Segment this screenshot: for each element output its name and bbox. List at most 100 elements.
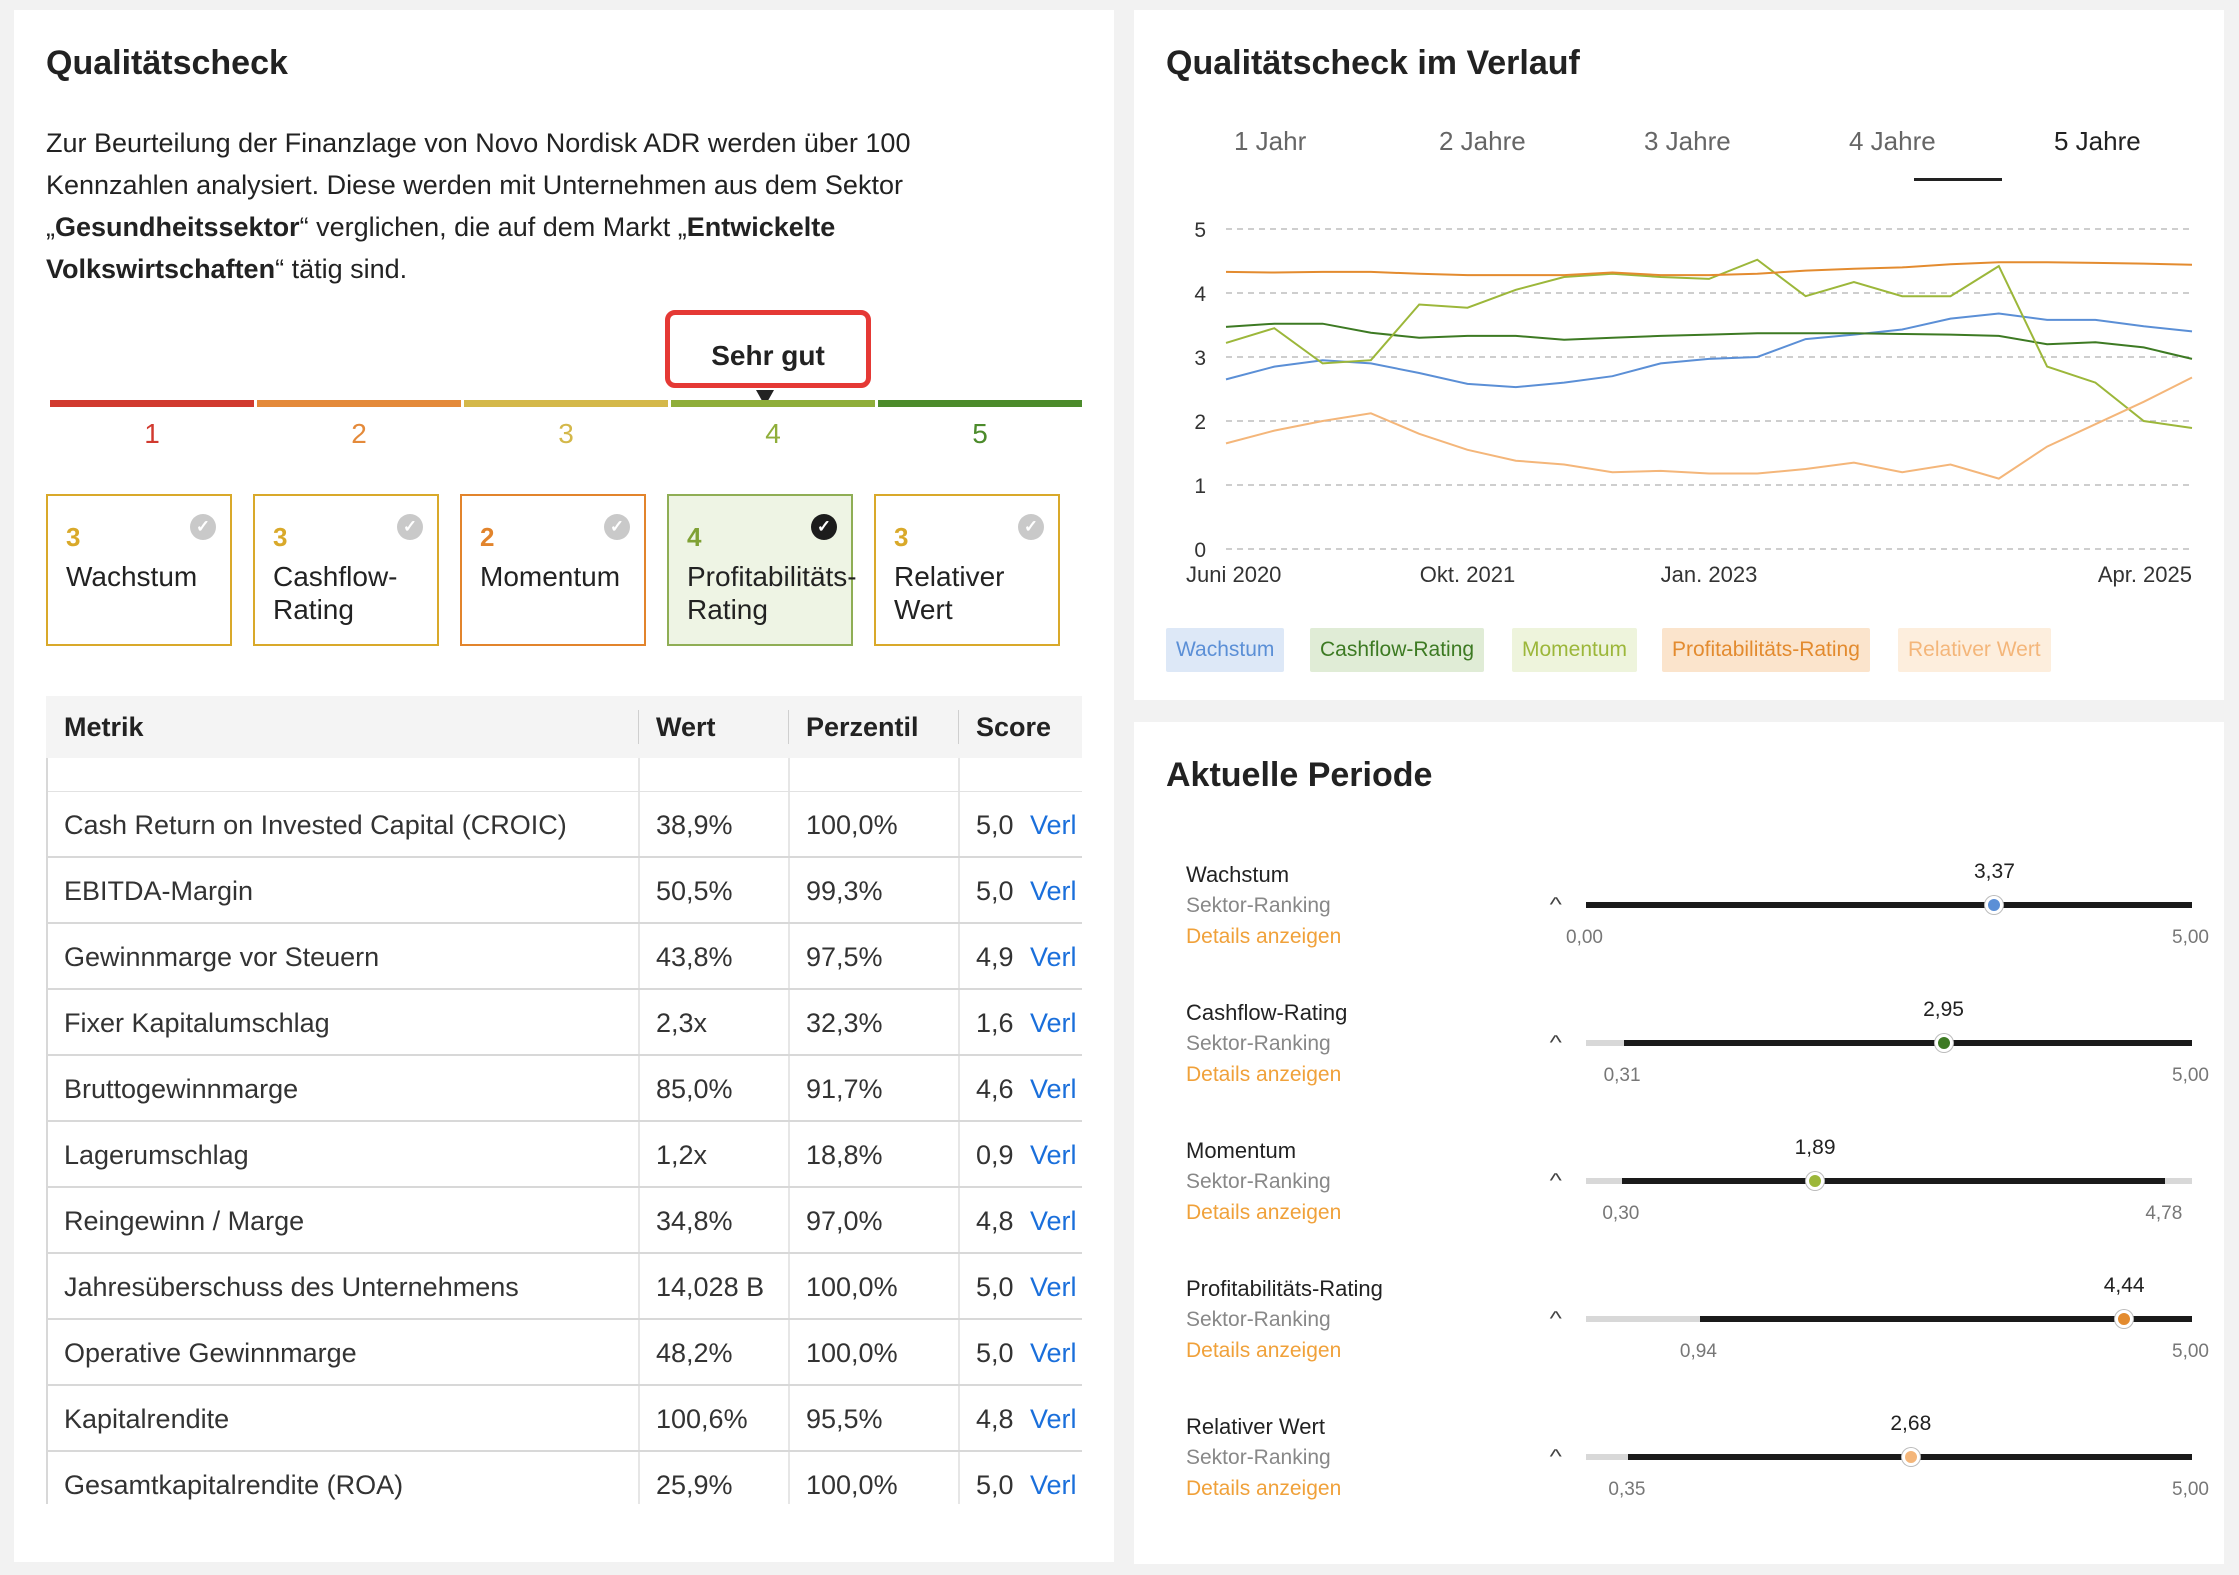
- details-link[interactable]: Verl: [1030, 1008, 1077, 1038]
- table-cell: Bruttogewinnmarge: [64, 1074, 299, 1104]
- sector-range: [1586, 902, 2192, 908]
- details-link[interactable]: Details anzeigen: [1186, 1339, 1342, 1362]
- table-cell: 14,028 B: [656, 1272, 765, 1302]
- sector-range: [1623, 1040, 2192, 1046]
- history-title: Qualitätscheck im Verlauf: [1166, 44, 1580, 82]
- table-cell: 50,5%: [656, 876, 733, 906]
- metric-value: 1,89: [1794, 1136, 1836, 1159]
- category-card[interactable]: 4 Profitabilitäts-Rating ✓: [667, 494, 857, 646]
- col-score[interactable]: Score: [976, 712, 1052, 742]
- table-cell: 100,0%: [806, 810, 898, 840]
- category-card[interactable]: 3 Relativer Wert ✓: [874, 494, 1060, 646]
- description-text-1: Zur Beurteilung der Finanzlage von Novo …: [46, 128, 911, 242]
- chevron-up-icon[interactable]: ^: [1549, 894, 1562, 916]
- legend-item[interactable]: Relativer Wert: [1898, 628, 2051, 672]
- table-cell: 43,8%: [656, 942, 733, 972]
- table-cell: Fixer Kapitalumschlag: [64, 1008, 330, 1038]
- table-row: Operative Gewinnmarge 48,2% 100,0% 5,0 Verl: [46, 1320, 1082, 1386]
- current-period-panel: [1134, 722, 2224, 1564]
- table-cell: 100,0%: [806, 1338, 898, 1368]
- metric-value: 4,44: [2103, 1274, 2145, 1297]
- x-tick-label: Apr. 2025: [2098, 562, 2192, 587]
- scale-number-5: 5: [972, 418, 988, 449]
- sector-ranking-label: Sektor-Ranking: [1186, 1170, 1331, 1193]
- legend-item[interactable]: Profitabilitäts-Rating: [1662, 628, 1870, 672]
- legend-item[interactable]: Momentum: [1512, 628, 1638, 672]
- details-link[interactable]: Verl: [1030, 942, 1077, 972]
- col-wert[interactable]: Wert: [656, 712, 716, 742]
- rating-highlight: [665, 310, 871, 388]
- table-cell: Kapitalrendite: [64, 1404, 230, 1434]
- check-icon: ✓: [397, 514, 423, 540]
- details-link[interactable]: Verl: [1030, 1206, 1077, 1236]
- table-row: Bruttogewinnmarge 85,0% 91,7% 4,6 Verl: [46, 1056, 1082, 1122]
- series-line: [1225, 258, 2193, 429]
- current-title: Aktuelle Periode: [1166, 756, 1433, 794]
- table-cell: EBITDA-Margin: [64, 876, 254, 906]
- table-cell: 100,0%: [806, 1470, 898, 1500]
- table-cell: Operative Gewinnmarge: [64, 1338, 357, 1368]
- table-cell: 100,6%: [656, 1404, 748, 1434]
- category-card[interactable]: 3 Cashflow-Rating ✓: [253, 494, 439, 646]
- chevron-up-icon[interactable]: ^: [1549, 1308, 1562, 1330]
- card-label: Profitabilitäts-Rating: [687, 561, 857, 625]
- details-link[interactable]: Verl: [1030, 1140, 1077, 1170]
- legend-item[interactable]: Cashflow-Rating: [1310, 628, 1485, 672]
- col-metrik[interactable]: Metrik: [64, 712, 144, 742]
- details-link[interactable]: Verl: [1030, 876, 1077, 906]
- table-cell: 97,5%: [806, 942, 883, 972]
- details-link[interactable]: Verl: [1030, 1074, 1077, 1104]
- metric-value: 2,95: [1923, 998, 1964, 1021]
- tab-period[interactable]: 1 Jahr: [1234, 126, 1307, 156]
- card-label: Momentum: [480, 561, 621, 592]
- details-link[interactable]: Details anzeigen: [1186, 1201, 1342, 1224]
- y-tick-label: 0: [1194, 539, 1206, 562]
- legend-item[interactable]: Wachstum: [1166, 628, 1285, 672]
- tab-period[interactable]: 2 Jahre: [1439, 126, 1526, 156]
- tab-period[interactable]: 5 Jahre: [2054, 126, 2141, 156]
- card-label: Cashflow-Rating: [273, 561, 398, 625]
- chevron-up-icon[interactable]: ^: [1549, 1446, 1562, 1468]
- range-min: 0,94: [1679, 1341, 1717, 1362]
- tab-period[interactable]: 4 Jahre: [1849, 126, 1936, 156]
- table-cell: 4,8: [976, 1206, 1014, 1236]
- details-link[interactable]: Verl: [1030, 1404, 1077, 1434]
- range-max: 4,78: [2145, 1203, 2183, 1224]
- details-link[interactable]: Verl: [1030, 810, 1077, 840]
- value-marker: [1901, 1448, 1920, 1466]
- col-perzentil[interactable]: Perzentil: [806, 712, 919, 742]
- category-card[interactable]: 2 Momentum ✓: [460, 494, 646, 646]
- table-cell: 4,6: [976, 1074, 1014, 1104]
- table-cell: Cash Return on Invested Capital (CROIC): [64, 810, 567, 840]
- card-score: 3: [66, 522, 81, 552]
- details-link[interactable]: Verl: [1030, 1272, 1077, 1302]
- table-row: Fixer Kapitalumschlag 2,3x 32,3% 1,6 Verl: [46, 990, 1082, 1056]
- category-card[interactable]: 3 Wachstum ✓: [46, 494, 232, 646]
- active-tab-indicator: [1914, 178, 2002, 181]
- chevron-up-icon[interactable]: ^: [1549, 1032, 1562, 1054]
- chevron-up-icon[interactable]: ^: [1549, 1170, 1562, 1192]
- scale-number-2: 2: [351, 418, 367, 449]
- details-link[interactable]: Details anzeigen: [1186, 925, 1342, 948]
- table-cell: 4,9: [976, 942, 1014, 972]
- table-row: Jahresüberschuss des Unternehmens 14,028 …: [46, 1254, 1082, 1320]
- table-cell: Gesamtkapitalrendite (ROA): [64, 1470, 404, 1500]
- tab-period[interactable]: 3 Jahre: [1644, 126, 1731, 156]
- table-cell: 5,0: [976, 1272, 1014, 1302]
- y-tick-label: 4: [1194, 283, 1206, 306]
- details-link[interactable]: Details anzeigen: [1186, 1063, 1342, 1086]
- metric-name: Relativer Wert: [1186, 1414, 1325, 1439]
- series-line: [1225, 376, 2193, 480]
- table-cell: 5,0: [976, 876, 1014, 906]
- table-cell: 38,9%: [656, 810, 733, 840]
- table-row: EBITDA-Margin 50,5% 99,3% 5,0 Verl: [46, 858, 1082, 924]
- card-label: Relativer Wert: [894, 561, 1005, 625]
- table-cell: 18,8%: [806, 1140, 883, 1170]
- value-marker: [1806, 1172, 1825, 1190]
- details-link[interactable]: Details anzeigen: [1186, 1477, 1342, 1500]
- sector-ranking-label: Sektor-Ranking: [1186, 1032, 1331, 1055]
- page-title: Qualitätscheck: [46, 44, 288, 82]
- details-link[interactable]: Verl: [1030, 1470, 1077, 1500]
- table-cell: Gewinnmarge vor Steuern: [64, 942, 380, 972]
- details-link[interactable]: Verl: [1030, 1338, 1077, 1368]
